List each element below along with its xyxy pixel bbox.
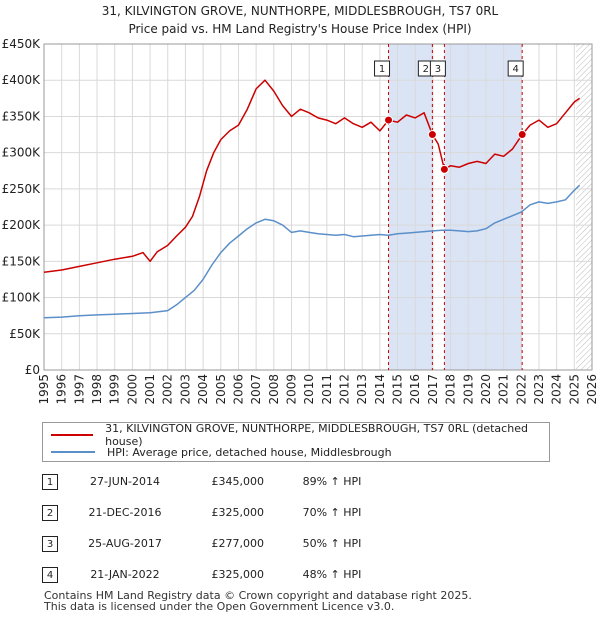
sale-marker-label-2: 2: [423, 64, 429, 75]
legend-item-hpi: HPI: Average price, detached house, Midd…: [51, 444, 392, 460]
chart-title-line2: Price paid vs. HM Land Registry's House …: [128, 22, 472, 36]
legend-swatch-hpi: [51, 451, 95, 453]
x-tick-label: 2021: [497, 374, 511, 405]
sale-price: £325,000: [211, 506, 265, 519]
y-tick-label: £0: [25, 363, 40, 377]
sale-number-badge: 2: [42, 505, 58, 521]
sale-number-badge: 3: [42, 536, 58, 552]
y-tick-label: £450K: [2, 37, 42, 51]
x-tick-label: 2019: [461, 374, 475, 405]
x-tick-label: 2024: [550, 374, 564, 405]
footer-line-2: This data is licensed under the Open Gov…: [44, 600, 395, 613]
sale-hpi-change: 89% ↑ HPI: [302, 475, 362, 488]
x-tick-label: 2009: [284, 374, 298, 405]
x-tick-label: 2026: [585, 374, 599, 405]
sale-price: £325,000: [211, 568, 265, 581]
x-tick-label: 2006: [231, 374, 245, 405]
x-tick-label: 1995: [37, 374, 51, 405]
x-tick-label: 2013: [355, 374, 369, 405]
legend-item-property: 31, KILVINGTON GROVE, NUNTHORPE, MIDDLES…: [51, 422, 549, 448]
sale-date: 21-DEC-2016: [88, 506, 162, 519]
x-tick-label: 2005: [214, 374, 228, 405]
sale-hpi-change: 70% ↑ HPI: [302, 506, 362, 519]
y-tick-label: £400K: [2, 73, 42, 87]
sale-marker-box-3: [429, 60, 446, 77]
footer-attribution: Contains HM Land Registry data © Crown c…: [44, 590, 472, 612]
hpi-series-line: [43, 184, 581, 319]
x-tick-label: 2008: [267, 374, 281, 405]
legend-label-hpi: HPI: Average price, detached house, Midd…: [107, 445, 392, 459]
x-tick-label: 2012: [338, 374, 352, 405]
x-tick-label: 1998: [90, 374, 104, 405]
chart-legend: 31, KILVINGTON GROVE, NUNTHORPE, MIDDLES…: [42, 422, 550, 462]
sale-marker-label-4: 4: [512, 64, 518, 75]
x-tick-label: 2004: [196, 374, 210, 405]
forecast-hatch: [576, 44, 592, 370]
sale-row-4: 4 21-JAN-2022 £325,000 48% ↑ HPI: [42, 567, 462, 587]
x-tick-label: 2020: [479, 374, 493, 405]
sale-price: £277,000: [211, 537, 265, 550]
x-tick-label: 2001: [143, 374, 157, 405]
x-tick-label: 2014: [373, 374, 387, 405]
sale-date: 27-JUN-2014: [89, 475, 161, 488]
sale-date: 21-JAN-2022: [90, 568, 160, 581]
x-tick-label: 2015: [391, 374, 405, 405]
sale-row-1: 1 27-JUN-2014 £345,000 89% ↑ HPI: [42, 474, 462, 494]
x-tick-label: 2007: [249, 374, 263, 405]
x-tick-label: 2016: [408, 374, 422, 405]
y-tick-label: £150K: [2, 254, 42, 268]
sale-point-4: [517, 130, 527, 140]
x-tick-label: 2022: [514, 374, 528, 405]
y-tick-label: £250K: [2, 182, 42, 196]
sale-row-2: 2 21-DEC-2016 £325,000 70% ↑ HPI: [42, 505, 462, 525]
x-tick-label: 2000: [125, 374, 139, 405]
sale-marker-box-1: [374, 60, 391, 77]
sale-point-2: [427, 130, 437, 140]
y-tick-label: £350K: [2, 109, 42, 123]
sale-point-3: [439, 164, 449, 174]
sale-marker-label-1: 1: [379, 64, 385, 75]
x-tick-label: 1996: [55, 374, 69, 405]
legend-label-property: 31, KILVINGTON GROVE, NUNTHORPE, MIDDLES…: [105, 422, 528, 448]
sale-number-badge: 4: [42, 567, 58, 583]
property-series-line: [43, 79, 581, 273]
price-chart: £0 £50K £100K £150K £200K £250K £300K £350K £400…: [2, 37, 599, 405]
x-tick-label: 2010: [302, 374, 316, 405]
y-tick-label: £50K: [9, 327, 41, 341]
ownership-band-2: [444, 44, 523, 370]
chart-title-line1: 31, KILVINGTON GROVE, NUNTHORPE, MIDDLES…: [101, 4, 499, 18]
legend-swatch-property: [51, 434, 94, 436]
sale-row-3: 3 25-AUG-2017 £277,000 50% ↑ HPI: [42, 536, 462, 556]
sale-marker-label-3: 3: [435, 64, 441, 75]
sale-point-1: [384, 115, 394, 125]
sale-price: £345,000: [211, 475, 265, 488]
plot-frame: [43, 43, 593, 371]
y-tick-label: £200K: [2, 218, 42, 232]
x-tick-label: 1999: [108, 374, 122, 405]
x-tick-label: 2011: [320, 374, 334, 405]
sale-hpi-change: 50% ↑ HPI: [302, 537, 362, 550]
x-tick-label: 2017: [426, 374, 440, 405]
sale-hpi-change: 48% ↑ HPI: [302, 568, 362, 581]
sale-marker-box-4: [507, 60, 524, 77]
y-tick-label: £100K: [2, 291, 42, 305]
y-tick-label: £300K: [2, 146, 42, 160]
footer-line-1: Contains HM Land Registry data © Crown c…: [44, 589, 472, 602]
x-tick-label: 2002: [161, 374, 175, 405]
x-tick-label: 1997: [72, 374, 86, 405]
x-tick-label: 2025: [567, 374, 581, 405]
sale-number-badge: 1: [42, 474, 58, 490]
sale-date: 25-AUG-2017: [88, 537, 162, 550]
ownership-band-1: [388, 44, 433, 370]
x-tick-label: 2003: [178, 374, 192, 405]
x-tick-label: 2018: [444, 374, 458, 405]
x-tick-label: 2023: [532, 374, 546, 405]
